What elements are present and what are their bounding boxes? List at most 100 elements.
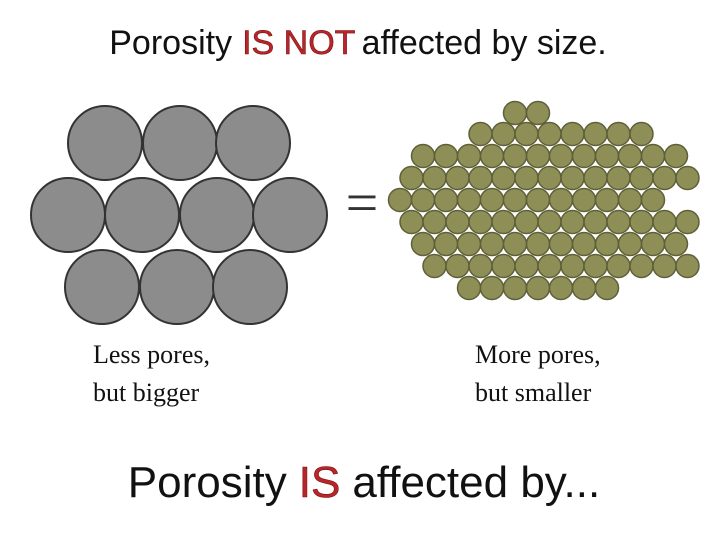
grain — [252, 177, 328, 253]
grain — [410, 231, 436, 257]
grain — [548, 187, 574, 213]
grain — [629, 253, 654, 279]
grain — [583, 253, 608, 279]
grain — [525, 231, 551, 257]
grain — [468, 253, 493, 279]
grain — [139, 249, 215, 325]
grain — [606, 253, 631, 279]
grain — [525, 143, 551, 169]
grain — [104, 177, 180, 253]
title-text: affected by size. — [362, 24, 607, 62]
grain — [640, 187, 666, 213]
grain — [456, 231, 482, 257]
grain — [583, 121, 608, 147]
grain — [67, 105, 143, 181]
grain — [537, 209, 562, 235]
grain — [560, 209, 585, 235]
grain — [387, 187, 413, 213]
grain — [491, 253, 516, 279]
grain — [445, 165, 470, 191]
grain — [502, 275, 528, 301]
grain — [525, 100, 551, 126]
grain — [468, 209, 493, 235]
grain — [479, 187, 505, 213]
grain — [583, 165, 608, 191]
grain — [629, 121, 654, 147]
grain — [502, 187, 528, 213]
caption: but smaller — [475, 378, 592, 407]
footer-text: affected by... — [352, 458, 600, 507]
grain — [479, 275, 505, 301]
grain — [663, 143, 689, 169]
grain — [491, 209, 516, 235]
grain — [468, 165, 493, 191]
grain — [514, 253, 539, 279]
grain — [675, 209, 700, 235]
grain — [629, 165, 654, 191]
grain — [445, 209, 470, 235]
grain — [399, 165, 424, 191]
grain — [502, 100, 528, 126]
footer-emphasis: IS — [299, 458, 341, 507]
grain — [560, 253, 585, 279]
grain — [514, 209, 539, 235]
grain — [652, 165, 677, 191]
grain — [537, 165, 562, 191]
grain — [433, 231, 459, 257]
grain — [629, 209, 654, 235]
grain — [571, 187, 597, 213]
grain — [502, 231, 528, 257]
grain — [617, 231, 643, 257]
large-grains — [30, 105, 328, 325]
grain — [571, 143, 597, 169]
grain — [571, 275, 597, 301]
grain — [675, 165, 700, 191]
title-text: Porosity — [109, 24, 232, 62]
grain — [594, 275, 620, 301]
grain — [479, 231, 505, 257]
grain — [606, 209, 631, 235]
footer-text: Porosity — [128, 458, 287, 507]
grain — [456, 275, 482, 301]
small-grains — [387, 100, 700, 301]
grain — [606, 165, 631, 191]
grain — [30, 177, 106, 253]
title-emphasis: IS NOT — [242, 24, 355, 62]
grain — [479, 143, 505, 169]
grain — [583, 209, 608, 235]
grain — [468, 121, 493, 147]
grain — [640, 231, 666, 257]
grain — [64, 249, 140, 325]
caption: Less pores, — [93, 340, 210, 369]
grain — [422, 165, 447, 191]
grain — [548, 143, 574, 169]
grain — [514, 121, 539, 147]
grain — [491, 165, 516, 191]
grain — [410, 187, 436, 213]
grain — [142, 105, 218, 181]
equals-sign: = — [346, 170, 379, 235]
grain — [179, 177, 255, 253]
grain — [525, 187, 551, 213]
grain — [212, 249, 288, 325]
grain — [502, 143, 528, 169]
title: Porosity IS NOT affected by size. — [109, 24, 606, 62]
grain — [525, 275, 551, 301]
grain — [560, 121, 585, 147]
grain — [422, 209, 447, 235]
grain — [445, 253, 470, 279]
grain — [594, 187, 620, 213]
grain — [537, 121, 562, 147]
grain — [410, 143, 436, 169]
grain — [399, 209, 424, 235]
grain — [422, 253, 447, 279]
grain — [663, 231, 689, 257]
footer: Porosity IS affected by... — [128, 458, 600, 507]
grain — [560, 165, 585, 191]
grain — [456, 187, 482, 213]
grain — [456, 143, 482, 169]
grain — [652, 209, 677, 235]
caption: but bigger — [93, 378, 199, 407]
grain — [640, 143, 666, 169]
